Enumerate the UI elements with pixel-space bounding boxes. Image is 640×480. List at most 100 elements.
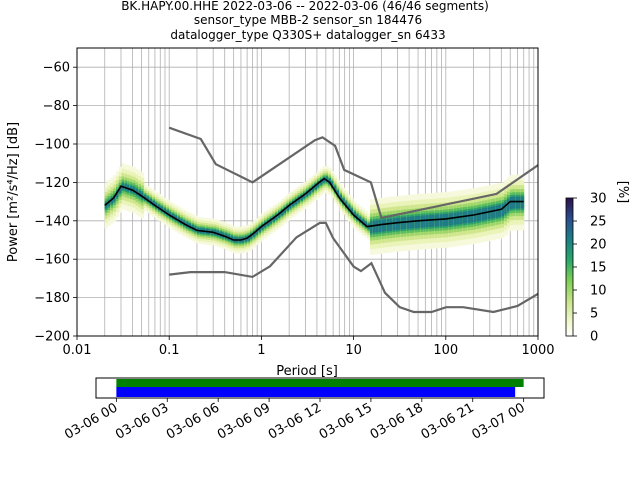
coverage-data-bar xyxy=(116,379,524,387)
density-cell xyxy=(297,197,301,203)
colorbar-tick-label: 0 xyxy=(590,330,598,345)
density-cell xyxy=(300,195,304,201)
x-axis-ticks: 0.01 0.1 1 10 100 1000 xyxy=(63,336,555,358)
density-cell xyxy=(448,213,452,226)
density-cell xyxy=(411,216,416,229)
density-cell xyxy=(350,208,354,214)
density-cell xyxy=(409,216,413,229)
density-cell xyxy=(403,217,407,230)
density-cell xyxy=(255,229,259,235)
density-cell xyxy=(333,186,337,192)
y-tick-label: −160 xyxy=(34,253,70,268)
density-cell xyxy=(465,211,469,224)
density-cell xyxy=(353,212,357,218)
density-cell xyxy=(400,217,405,230)
density-cell xyxy=(487,207,491,220)
y-axis-label: Power [m²/s⁴/Hz] [dB] xyxy=(6,122,21,262)
density-cell xyxy=(425,215,430,228)
density-cell xyxy=(381,219,385,232)
density-cell xyxy=(294,199,298,205)
density-cell xyxy=(417,215,421,228)
density-cell xyxy=(504,201,508,214)
density-cell xyxy=(442,214,446,227)
density-cell xyxy=(398,217,402,230)
title-line-2: sensor_type MBB-2 sensor_sn 184476 xyxy=(194,13,422,27)
density-cell xyxy=(456,212,460,225)
density-cell xyxy=(518,196,522,209)
density-cell xyxy=(406,216,410,229)
density-cell xyxy=(143,195,148,201)
density-cell xyxy=(107,200,111,207)
colorbar-tick-label: 20 xyxy=(590,238,607,253)
density-cell xyxy=(152,201,156,207)
title-line-1: BK.HAPY.00.HHE 2022-03-06 -- 2022-03-06 … xyxy=(121,0,489,13)
density-cell xyxy=(414,216,418,229)
coverage-bars xyxy=(116,379,524,397)
x-tick-label: 10 xyxy=(345,343,362,358)
density-cell xyxy=(258,226,262,232)
density-cell xyxy=(252,231,256,237)
density-cell xyxy=(247,235,251,241)
density-cell xyxy=(506,199,511,212)
density-cell xyxy=(437,214,441,227)
y-tick-label: −60 xyxy=(43,61,70,76)
density-cell xyxy=(372,220,377,233)
density-cell xyxy=(459,211,463,224)
density-cell xyxy=(509,197,513,209)
density-cell xyxy=(155,203,159,209)
colorbar-tick-label: 5 xyxy=(590,307,598,322)
coverage-tick-label: 03-06 18 xyxy=(368,400,426,442)
y-tick-label: −180 xyxy=(34,291,70,306)
density-cell xyxy=(135,189,139,195)
density-cell xyxy=(328,178,332,184)
x-tick-label: 1000 xyxy=(521,343,554,358)
density-cell xyxy=(263,222,268,228)
y-tick-label: −100 xyxy=(34,138,70,153)
density-cell xyxy=(261,224,265,230)
density-cell xyxy=(490,206,494,219)
density-cell xyxy=(160,206,164,212)
density-cell xyxy=(308,188,312,194)
y-tick-label: −80 xyxy=(43,99,70,114)
density-cell xyxy=(138,190,142,197)
y-tick-label: −200 xyxy=(34,330,70,345)
density-cell xyxy=(389,218,393,231)
density-cell xyxy=(286,205,290,211)
density-cell xyxy=(439,214,444,227)
colorbar-tick-label: 10 xyxy=(590,284,607,299)
density-cell xyxy=(481,208,486,221)
ppsd-plot-area: 0.01 0.1 1 10 100 1000 −60 −80 −100 −120 −140 −160… xyxy=(6,47,555,379)
density-cell xyxy=(118,186,122,193)
density-cell xyxy=(445,213,449,226)
density-cell xyxy=(423,215,427,228)
density-cell xyxy=(163,208,167,214)
noise-models xyxy=(168,126,538,314)
density-cell xyxy=(277,212,282,218)
x-tick-label: 0.1 xyxy=(159,343,180,358)
coverage-tick-label: 03-06 15 xyxy=(317,400,375,442)
density-cell xyxy=(431,214,435,227)
coverage-tick-label: 03-06 21 xyxy=(419,400,477,442)
low-noise-model-line xyxy=(169,221,538,314)
density-cell xyxy=(356,214,360,220)
density-cell xyxy=(495,205,499,218)
density-cell xyxy=(492,206,497,218)
x-axis-label: Period [s] xyxy=(276,364,338,379)
density-cell xyxy=(266,220,270,226)
density-cell xyxy=(501,204,505,217)
y-tick-label: −120 xyxy=(34,176,70,191)
density-cell xyxy=(473,210,477,222)
density-cell xyxy=(392,218,396,231)
density-cell xyxy=(317,181,321,187)
density-cell xyxy=(484,207,488,220)
coverage-tick-label: 03-06 03 xyxy=(113,400,171,442)
density-cell xyxy=(384,219,388,232)
colorbar-tick-label: 30 xyxy=(590,192,607,207)
coverage-segments-bar xyxy=(116,387,516,397)
density-cell xyxy=(249,233,254,239)
density-cell xyxy=(378,220,382,232)
density-cell xyxy=(395,218,399,230)
density-cell xyxy=(361,219,365,225)
